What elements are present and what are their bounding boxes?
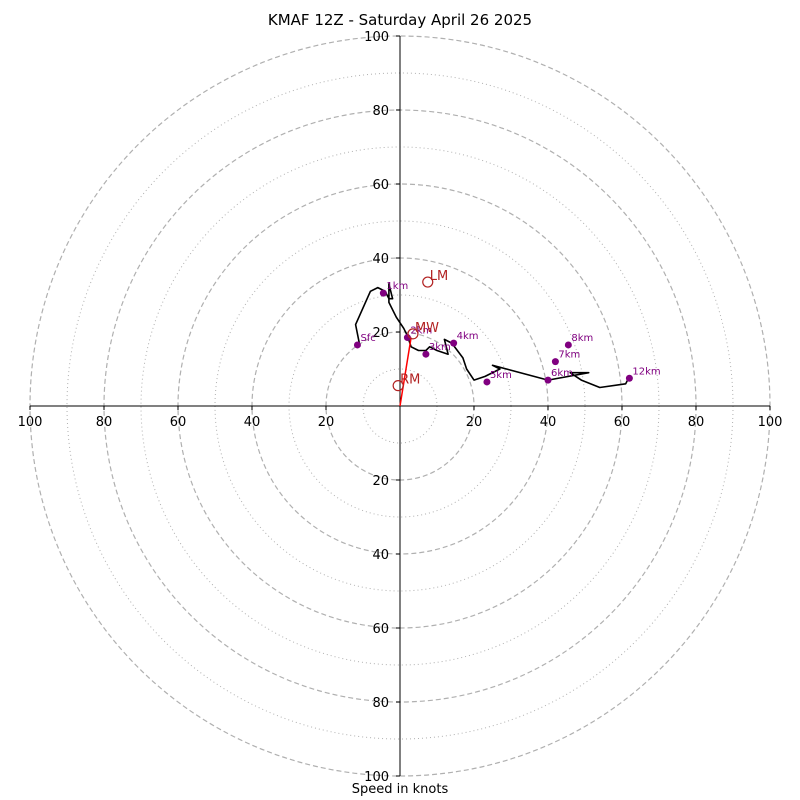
height-point (422, 350, 430, 358)
height-label: 7km (558, 350, 580, 361)
shear-vector (399, 337, 412, 407)
y-tick-label: 40 (372, 252, 389, 267)
height-point (551, 358, 559, 366)
hodograph-trace (354, 283, 631, 389)
storm-motion-label: MW (415, 321, 439, 336)
height-point (379, 289, 387, 297)
x-tick-label: 80 (688, 415, 705, 430)
y-tick-label: 100 (364, 770, 389, 785)
height-point (353, 341, 361, 349)
height-point (544, 376, 552, 384)
x-axis-label: Speed in knots (351, 782, 449, 797)
height-label: 3km (429, 342, 451, 353)
x-tick-label: 80 (96, 415, 113, 430)
height-point (403, 334, 411, 342)
height-point (625, 374, 633, 382)
height-label: 12km (632, 366, 660, 377)
height-label: 4km (457, 331, 479, 342)
y-tick-label: 20 (372, 326, 389, 341)
y-tick-label: 100 (364, 30, 389, 45)
storm-motion-markers: RM LM MW (392, 269, 448, 392)
height-point (564, 341, 572, 349)
x-tick-label: 100 (18, 415, 43, 430)
chart-title: KMAF 12Z - Saturday April 26 2025 (267, 11, 533, 29)
x-tick-label: 40 (244, 415, 261, 430)
tick-labels: 100 80 60 40 20 20 40 60 80 100 100 80 60 40 20 20 40 60 8… (18, 30, 783, 785)
storm-motion-marker (422, 276, 434, 288)
height-point (483, 378, 491, 386)
height-label: 2km (410, 326, 432, 337)
height-label: 5km (490, 370, 512, 381)
y-tick-label: 20 (372, 474, 389, 489)
height-label: Sfc (360, 333, 375, 344)
height-label: 1km (386, 281, 408, 292)
height-markers: Sfc 1km 2km 3km 4km 5km 6km 7km 8km 12km (353, 281, 661, 386)
x-tick-label: 100 (758, 415, 783, 430)
x-tick-label: 20 (318, 415, 335, 430)
storm-motion-marker (407, 328, 419, 340)
y-tick-label: 40 (372, 548, 389, 563)
storm-motion-label: RM (400, 373, 420, 388)
height-label: 6km (551, 368, 573, 379)
height-point (450, 339, 458, 347)
y-tick-label: 80 (372, 104, 389, 119)
x-tick-label: 60 (614, 415, 631, 430)
shear-vector-line (399, 337, 412, 407)
x-tick-label: 20 (466, 415, 483, 430)
storm-motion-label: LM (430, 269, 448, 284)
x-tick-label: 60 (170, 415, 187, 430)
hodograph-line (354, 283, 631, 389)
y-tick-label: 60 (372, 178, 389, 193)
y-tick-label: 60 (372, 622, 389, 637)
x-tick-label: 40 (540, 415, 557, 430)
y-tick-label: 80 (372, 696, 389, 711)
storm-motion-marker (392, 380, 404, 392)
height-label: 8km (571, 333, 593, 344)
